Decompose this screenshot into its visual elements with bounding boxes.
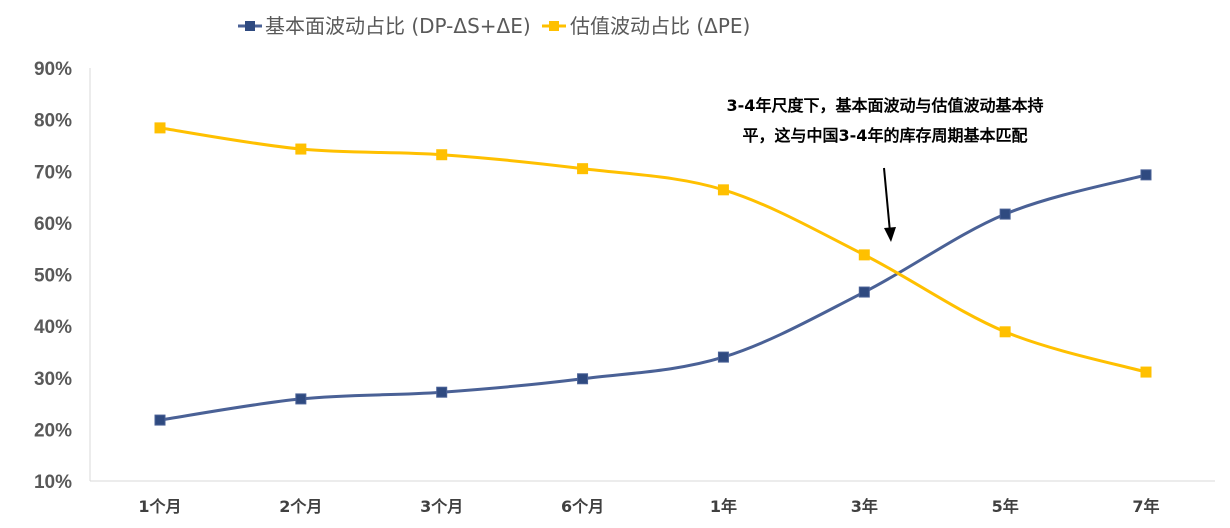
- legend-item-fundamental: 基本面波动占比 (DP-ΔS+ΔE): [238, 14, 531, 38]
- x-tick-label: 1个月: [138, 497, 181, 516]
- series-group: [154, 122, 1152, 426]
- x-tick-label: 6个月: [561, 497, 604, 516]
- y-tick-label: 80%: [34, 111, 72, 132]
- x-tick-label: 7年: [1132, 497, 1159, 516]
- y-tick-label: 10%: [34, 472, 72, 493]
- data-point-marker: [999, 208, 1011, 220]
- data-point-marker: [858, 286, 870, 298]
- x-tick-label: 1年: [710, 497, 737, 516]
- data-point-marker: [1140, 169, 1152, 181]
- y-tick-label: 90%: [34, 59, 72, 80]
- data-point-marker: [436, 386, 448, 398]
- data-point-marker: [577, 163, 589, 175]
- data-point-marker: [858, 249, 870, 261]
- annotation-line-2: 平，这与中国3-4年的库存周期基本匹配: [743, 126, 1028, 145]
- data-point-marker: [154, 122, 166, 134]
- y-tick-label: 60%: [34, 214, 72, 235]
- y-axis: 10% 20% 30% 40% 50% 60% 70% 80% 90%: [34, 59, 72, 493]
- data-point-marker: [717, 184, 729, 196]
- y-tick-label: 50%: [34, 266, 72, 287]
- data-point-marker: [436, 149, 448, 161]
- x-tick-label: 3年: [851, 497, 878, 516]
- x-axis: 1个月 2个月 3个月 6个月 1年 3年 5年 7年: [138, 497, 1159, 516]
- legend: 基本面波动占比 (DP-ΔS+ΔE) 估值波动占比 (ΔPE): [238, 14, 750, 38]
- data-point-marker: [295, 143, 307, 155]
- y-tick-label: 40%: [34, 317, 72, 338]
- series-line-0: [159, 173, 1147, 422]
- data-point-marker: [295, 393, 307, 405]
- legend-label: 估值波动占比 (ΔPE): [570, 14, 750, 38]
- data-point-marker: [577, 373, 589, 385]
- annotation-arrow: [883, 167, 891, 233]
- data-point-marker: [999, 326, 1011, 338]
- annotation-arrowhead: [884, 227, 896, 242]
- y-tick-label: 70%: [34, 162, 72, 183]
- legend-label: 基本面波动占比 (DP-ΔS+ΔE): [265, 14, 531, 38]
- x-tick-label: 5年: [992, 497, 1019, 516]
- data-point-marker: [154, 414, 166, 426]
- y-tick-label: 20%: [34, 420, 72, 441]
- data-point-marker: [1140, 366, 1152, 378]
- y-tick-label: 30%: [34, 369, 72, 390]
- data-point-marker: [717, 351, 729, 363]
- annotation: 3-4年尺度下，基本面波动与估值波动基本持 平，这与中国3-4年的库存周期基本匹…: [727, 96, 1044, 242]
- x-tick-label: 3个月: [420, 497, 463, 516]
- annotation-line-1: 3-4年尺度下，基本面波动与估值波动基本持: [727, 96, 1044, 115]
- x-tick-label: 2个月: [279, 497, 322, 516]
- legend-item-valuation: 估值波动占比 (ΔPE): [542, 14, 750, 38]
- series-line-1: [159, 126, 1147, 374]
